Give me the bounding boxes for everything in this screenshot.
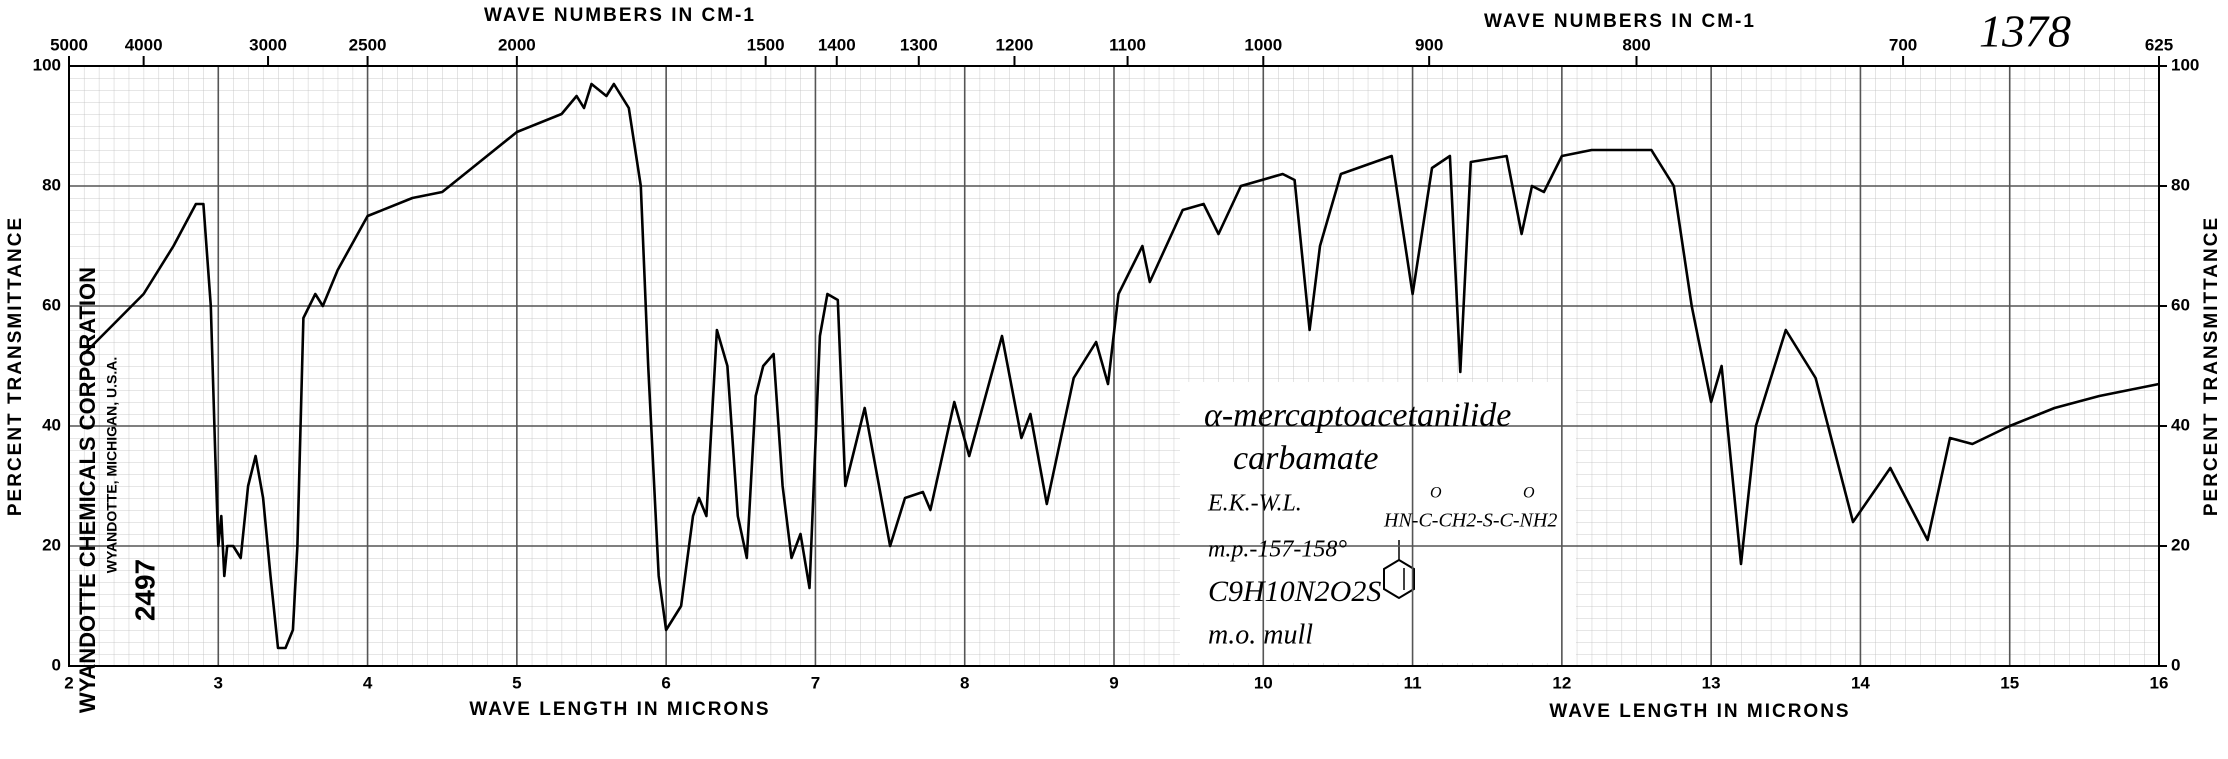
x-tick-label: 7 [811,673,820,692]
y2-tick-label: 80 [2171,175,2190,194]
x2-tick-label: 1100 [1109,35,1146,54]
x-tick-label: 8 [960,673,969,692]
x-tick-label: 12 [1552,673,1571,692]
source-text: WYANDOTTE CHEMICALS CORPORATION [75,267,100,713]
x-tick-label: 5 [512,673,521,692]
annotation: C9H10N2O2S [1208,575,1381,608]
annotation: O [1430,485,1442,502]
x-tick-label: 16 [2150,673,2169,692]
y2-tick-label: 20 [2171,535,2190,554]
x-tick-label: 2 [64,673,73,692]
annotation: α-mercaptoacetanilide [1204,397,1511,434]
y-tick-label: 60 [42,295,61,314]
x2-tick-label: 1500 [747,35,785,54]
x-axis-title: WAVE LENGTH IN MICRONS [1549,701,1850,722]
annotation: m.o. mull [1208,619,1313,650]
y-tick-label: 40 [42,415,61,434]
x2-tick-label: 625 [2145,35,2173,54]
x2-tick-label: 4000 [125,35,163,54]
plot-frame [68,65,2160,667]
annotation: O [1523,485,1535,502]
x2-tick-label: 800 [1622,35,1650,54]
x-tick-label: 13 [1702,673,1721,692]
source-text: WYANDOTTE, MICHIGAN, U.S.A. [104,357,120,574]
x2-tick-label: 900 [1415,35,1443,54]
x-axis-title: WAVE LENGTH IN MICRONS [469,699,770,720]
x-tick-label: 4 [363,673,373,692]
y-axis-title: PERCENT TRANSMITTANCE [5,216,26,516]
y2-axis-title: PERCENT TRANSMITTANCE [2201,216,2222,516]
x-tick-label: 11 [1404,673,1422,692]
annotation-box [1180,382,1576,663]
y-tick-label: 80 [42,175,61,194]
x2-tick-label: 2000 [498,35,536,54]
y2-tick-label: 0 [2171,655,2180,674]
y2-tick-label: 100 [2171,55,2199,74]
x2-tick-label: 1000 [1244,35,1282,54]
x2-tick-label: 2500 [349,35,387,54]
x2-tick-label: 700 [1889,35,1917,54]
y2-tick-label: 40 [2171,415,2190,434]
x2-tick-label: 5000 [50,35,88,54]
y-tick-label: 20 [42,535,61,554]
x-tick-label: 3 [214,673,223,692]
spectrum-number: 1378 [1979,6,2071,57]
annotation: carbamate [1233,440,1378,477]
x-tick-label: 6 [661,673,670,692]
annotation: m.p.-157-158° [1208,537,1347,563]
benzene-ring [1383,558,1415,600]
x2-axis-title: WAVE NUMBERS IN CM-1 [484,5,756,26]
x2-tick-label: 1400 [818,35,856,54]
x-tick-label: 15 [2000,673,2019,692]
annotation: E.K.-W.L. [1207,491,1302,517]
y2-tick-label: 60 [2171,295,2190,314]
y-tick-label: 100 [33,55,61,74]
spectrum-line [82,82,2160,650]
x-tick-label: 10 [1254,673,1273,692]
x-tick-label: 14 [1851,673,1870,692]
x2-tick-label: 1200 [996,35,1034,54]
source-text: 2497 [129,559,160,621]
annotation: HN-C-CH2-S-C-NH2 [1383,510,1557,532]
x2-axis-title: WAVE NUMBERS IN CM-1 [1484,11,1756,32]
x-tick-label: 9 [1109,673,1118,692]
x2-tick-label: 3000 [249,35,287,54]
y-tick-label: 0 [52,655,61,674]
x2-tick-label: 1300 [900,35,938,54]
